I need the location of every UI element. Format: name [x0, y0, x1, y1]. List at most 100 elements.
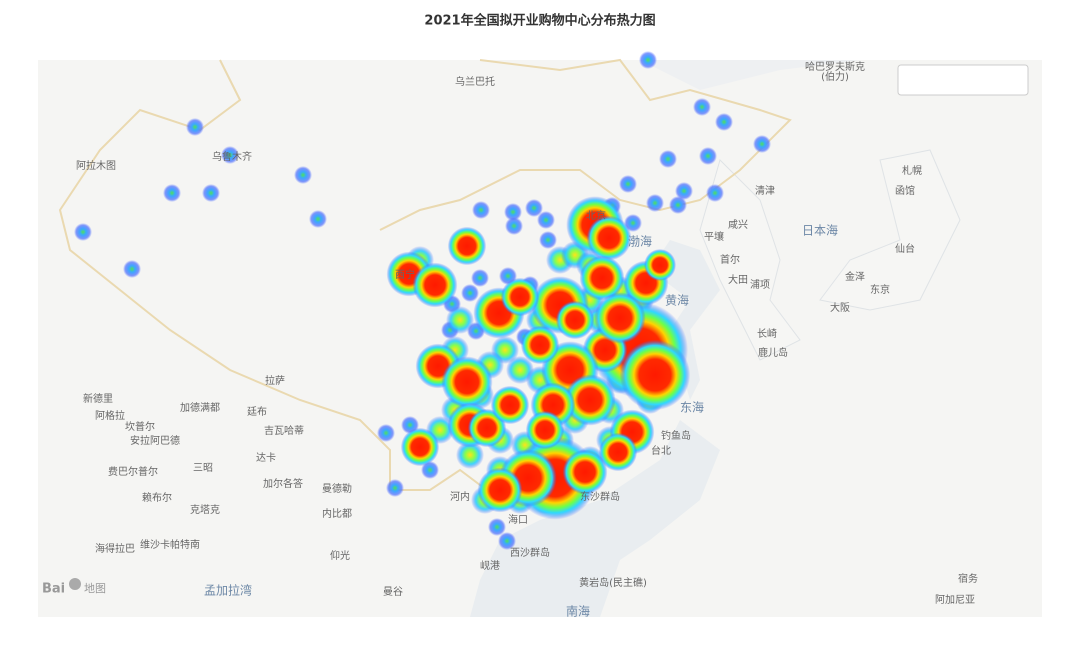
map-label: 孟加拉湾 [204, 583, 252, 598]
map-label: 函馆 [895, 184, 915, 197]
chart-title: 2021年全国拟开业购物中心分布热力图 [424, 13, 655, 29]
logo: Bai [42, 582, 65, 597]
heat-spot [456, 441, 484, 469]
heat-spot [659, 150, 677, 168]
map-label: 大阪 [830, 301, 850, 314]
map-label: 札幌 [902, 164, 922, 177]
heat-spot [461, 284, 479, 302]
heat-spot [123, 260, 141, 278]
map-label: 鹿儿岛 [758, 346, 788, 359]
map-label: 阿格拉 [95, 409, 125, 422]
map-label: 南海 [566, 604, 590, 619]
map-label: 东京 [870, 283, 890, 296]
map-label: 河内 [450, 490, 470, 503]
land-east [699, 149, 961, 361]
heat-spot [555, 300, 595, 340]
heat-spot [377, 424, 395, 442]
map-label: 曼谷 [383, 586, 403, 598]
heat-spot [477, 467, 523, 513]
map-label: 台北 [651, 444, 671, 457]
map-label: 岘港 [480, 560, 500, 572]
heat-spot [619, 175, 637, 193]
map-label: 曼德勒 [322, 482, 352, 495]
heat-spot [294, 166, 312, 184]
heat-spot [639, 51, 657, 69]
map-label: 坎普尔 [125, 420, 155, 433]
map-label: 加德满都 [180, 401, 220, 414]
map-label: 钓鱼岛 [661, 429, 691, 442]
map-label: 黄海 [665, 293, 689, 308]
map-label: 新德里 [83, 392, 113, 405]
map-label: 东海 [680, 400, 704, 415]
heat-spot [753, 135, 771, 153]
map-label: 海得拉巴 [95, 542, 135, 555]
heat-spot [441, 356, 493, 408]
map-label: 宿务 [958, 572, 978, 585]
heat-spot [421, 461, 439, 479]
logo-suffix: 地图 [84, 582, 106, 595]
map-label: 赖布尔 [142, 491, 172, 504]
heat-spot [471, 269, 489, 287]
map-label: 仰光 [330, 549, 350, 562]
heat-spot [669, 196, 687, 214]
heat-spot [562, 449, 608, 495]
heat-spot [488, 518, 506, 536]
map-label: 黄岩岛(民主礁) [579, 576, 647, 589]
sea-area [470, 240, 720, 617]
heat-spot [579, 255, 625, 301]
heat-spot [539, 231, 557, 249]
heat-spot [646, 194, 664, 212]
map-label: 阿加尼亚 [935, 594, 975, 606]
heat-spot [221, 146, 239, 164]
map-label: 咸兴 [728, 219, 748, 231]
legend-box [897, 64, 1029, 96]
map-label: 维沙卡帕特南 [140, 538, 200, 551]
map-label: 长崎 [757, 327, 777, 340]
heatmap-layer [74, 51, 771, 550]
heat-spot [186, 118, 204, 136]
heat-spot [309, 210, 327, 228]
heat-spot [699, 147, 717, 165]
heat-spot [525, 199, 543, 217]
heat-spot [586, 215, 632, 261]
heat-spot [412, 262, 458, 308]
map-label: 三昭 [193, 462, 213, 474]
heat-spot [598, 432, 638, 472]
heat-spot [520, 325, 560, 365]
map-label: 西沙群岛 [510, 546, 550, 559]
map-label: 海口 [508, 513, 528, 526]
heat-spot [446, 306, 474, 334]
heat-spot [500, 277, 540, 317]
heat-spot [400, 427, 440, 467]
map-label: 日本海 [802, 223, 838, 238]
map-label: 金泽 [845, 270, 865, 283]
heat-spot [504, 203, 522, 221]
map-label: 安拉阿巴德 [130, 434, 180, 447]
map-label: 仙台 [895, 242, 915, 255]
map-label: 克塔克 [190, 503, 220, 516]
heat-spot [706, 184, 724, 202]
heat-spot [505, 217, 523, 235]
heat-spot [447, 226, 487, 266]
heat-spot [644, 249, 676, 281]
map-label: 费巴尔普尔 [108, 465, 158, 478]
heat-spot [472, 201, 490, 219]
map-label: 首尔 [720, 253, 740, 266]
heat-spot [564, 374, 616, 426]
heat-spot [163, 184, 181, 202]
map-label: 加尔各答 [263, 477, 303, 490]
heat-spot [490, 385, 530, 425]
map-label: 廷布 [247, 406, 267, 418]
heat-spot [715, 113, 733, 131]
heat-spot [693, 98, 711, 116]
heat-spot [386, 479, 404, 497]
heat-spot [675, 182, 693, 200]
map-label: 吉瓦哈蒂 [264, 424, 304, 437]
heat-spot [619, 339, 691, 411]
map-label: 渤海 [628, 234, 652, 249]
map-label: 内比都 [322, 507, 352, 520]
map-label: 清津 [755, 184, 775, 197]
